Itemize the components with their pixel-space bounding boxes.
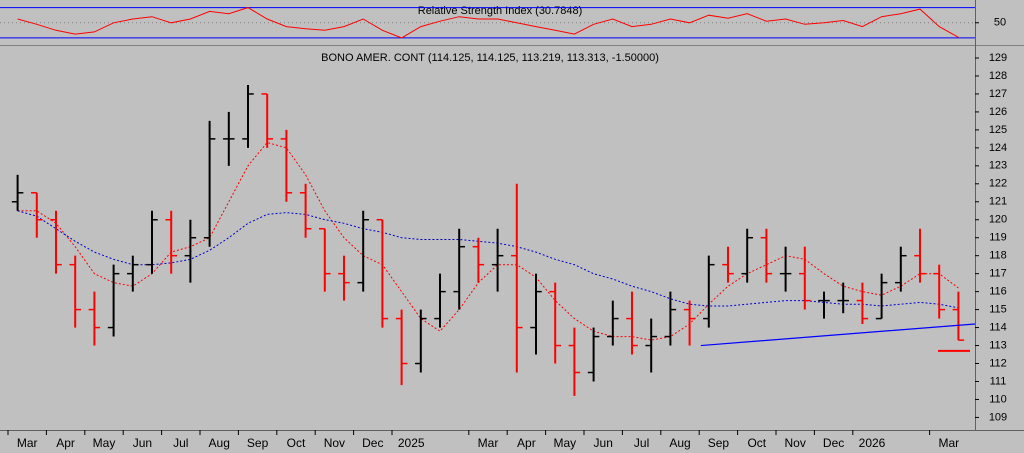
x-tick-label: Oct <box>747 436 766 450</box>
x-tick-label: Mar <box>478 436 499 450</box>
y-tick-label: 123 <box>989 160 1007 172</box>
y-tick-label: 110 <box>989 393 1007 405</box>
price-title: BONO AMER. CONT (114.125, 114.125, 113.2… <box>321 52 659 64</box>
moving-average <box>17 141 959 341</box>
x-tick-label: Sep <box>708 436 730 450</box>
x-tick-label: Jun <box>133 436 152 450</box>
x-tick-label: 2025 <box>398 436 425 450</box>
x-tick-label: Aug <box>209 436 230 450</box>
y-tick-label: 112 <box>989 357 1007 369</box>
x-tick-label: Jun <box>594 436 613 450</box>
y-tick-label: 127 <box>989 88 1007 100</box>
y-tick-label: 118 <box>989 250 1007 262</box>
x-tick-label: Sep <box>247 436 269 450</box>
x-tick-label: Apr <box>517 436 536 450</box>
y-tick-label: 124 <box>989 142 1007 154</box>
x-tick-label: Apr <box>56 436 75 450</box>
y-tick-label: 120 <box>989 214 1007 226</box>
x-tick-label: Nov <box>324 436 345 450</box>
y-tick-label: 115 <box>989 304 1007 316</box>
rsi-tick-label: 50 <box>994 17 1006 29</box>
x-tick-label: Oct <box>287 436 306 450</box>
y-tick-label: 114 <box>989 321 1007 333</box>
x-tick-label: Nov <box>785 436 806 450</box>
x-tick-label: Dec <box>823 436 844 450</box>
x-tick-label: May <box>553 436 576 450</box>
rsi-title: Relative Strength Index (30.7848) <box>418 5 583 17</box>
y-tick-label: 122 <box>989 178 1007 190</box>
x-tick-label: Mar <box>938 436 959 450</box>
x-tick-label: 2026 <box>859 436 886 450</box>
y-tick-label: 119 <box>989 232 1007 244</box>
x-tick-label: Jul <box>173 436 188 450</box>
y-tick-label: 125 <box>989 124 1007 136</box>
x-tick-label: Dec <box>362 436 383 450</box>
y-tick-label: 116 <box>989 286 1007 298</box>
y-tick-label: 129 <box>989 52 1007 64</box>
rsi-line <box>17 7 959 39</box>
x-tick-label: Mar <box>17 436 38 450</box>
y-tick-label: 117 <box>989 268 1007 280</box>
y-tick-label: 121 <box>989 196 1007 208</box>
y-tick-label: 109 <box>989 411 1007 423</box>
x-tick-label: May <box>93 436 116 450</box>
x-tick-label: Jul <box>634 436 649 450</box>
y-tick-label: 113 <box>989 339 1007 351</box>
y-tick-label: 111 <box>990 375 1007 387</box>
trend-line <box>700 323 976 347</box>
y-tick-label: 126 <box>989 106 1007 118</box>
y-tick-label: 128 <box>989 70 1007 82</box>
x-tick-label: Aug <box>669 436 690 450</box>
